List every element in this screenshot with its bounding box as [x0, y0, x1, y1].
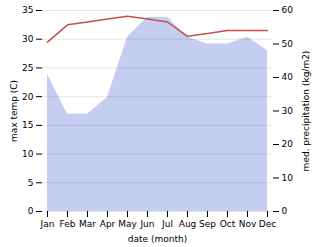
svg-text:Jan: Jan [40, 219, 55, 229]
svg-text:Aug: Aug [179, 219, 197, 229]
svg-text:15: 15 [22, 120, 33, 130]
svg-text:30: 30 [22, 34, 34, 44]
svg-text:Mar: Mar [79, 219, 96, 229]
svg-text:60: 60 [282, 5, 294, 15]
svg-text:Apr: Apr [100, 219, 116, 229]
svg-text:May: May [118, 219, 137, 229]
svg-text:date (month): date (month) [128, 234, 187, 244]
svg-text:10: 10 [282, 173, 294, 183]
svg-text:10: 10 [22, 149, 34, 159]
svg-text:Oct: Oct [220, 219, 236, 229]
svg-text:50: 50 [282, 39, 294, 49]
svg-text:Feb: Feb [60, 219, 76, 229]
svg-text:25: 25 [22, 63, 33, 73]
svg-text:Jun: Jun [139, 219, 154, 229]
svg-text:0: 0 [28, 206, 34, 216]
svg-text:30: 30 [282, 106, 294, 116]
svg-text:Nov: Nov [239, 219, 257, 229]
svg-text:40: 40 [282, 72, 294, 82]
svg-text:Sep: Sep [199, 219, 216, 229]
svg-text:max temp (C): max temp (C) [9, 80, 19, 142]
svg-text:20: 20 [22, 92, 34, 102]
svg-text:Dec: Dec [259, 219, 276, 229]
svg-text:35: 35 [22, 5, 33, 15]
svg-text:5: 5 [28, 178, 34, 188]
svg-text:0: 0 [282, 206, 288, 216]
svg-text:20: 20 [282, 139, 294, 149]
svg-text:Jul: Jul [161, 219, 173, 229]
svg-text:med. precipitation (kg/m2): med. precipitation (kg/m2) [301, 51, 311, 172]
